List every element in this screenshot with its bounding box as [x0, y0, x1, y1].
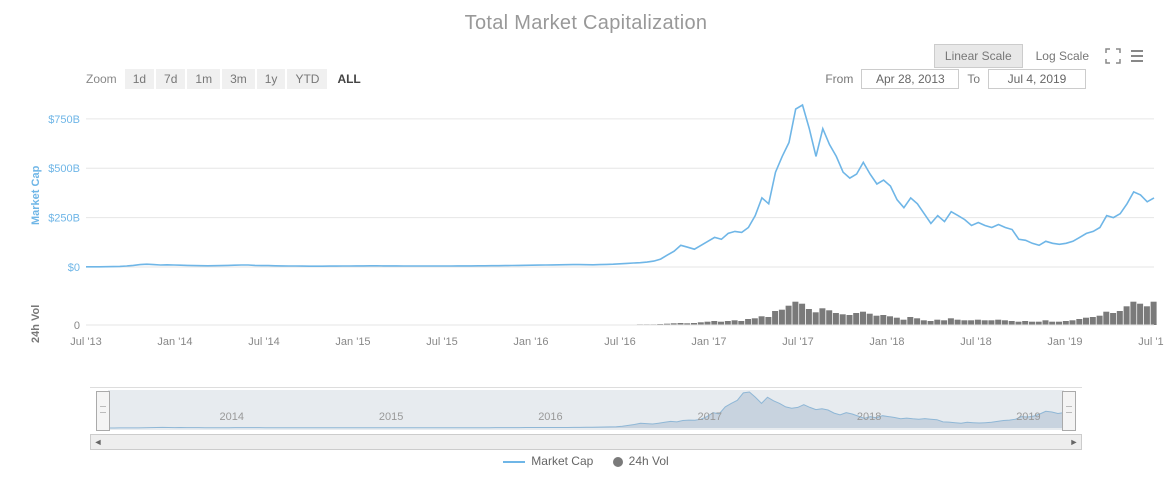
- scale-log-button[interactable]: Log Scale: [1025, 44, 1100, 68]
- y-axis-title-vol: 24h Vol: [30, 305, 42, 343]
- svg-text:Jan '19: Jan '19: [1047, 336, 1082, 348]
- svg-text:Jul '15: Jul '15: [426, 336, 457, 348]
- svg-text:Jan '17: Jan '17: [691, 336, 726, 348]
- navigator-handle-left[interactable]: [96, 391, 110, 431]
- legend: Market Cap 24h Vol: [16, 454, 1156, 468]
- svg-text:$500B: $500B: [48, 163, 80, 175]
- svg-text:Jan '16: Jan '16: [513, 336, 548, 348]
- svg-text:Jul '18: Jul '18: [960, 336, 991, 348]
- market-cap-chart[interactable]: $0 $250B $500B $750B 0 Jul '13 Jan '14 Jul '14 J…: [24, 95, 1164, 385]
- menu-icon[interactable]: [1126, 45, 1148, 67]
- legend-dot-icon: [613, 457, 623, 467]
- to-label: To: [967, 72, 980, 86]
- zoom-label: Zoom: [86, 72, 117, 86]
- svg-text:Jul '17: Jul '17: [782, 336, 813, 348]
- from-label: From: [825, 72, 853, 86]
- svg-text:2016: 2016: [538, 411, 562, 423]
- svg-text:2015: 2015: [379, 411, 403, 423]
- svg-text:Jan '14: Jan '14: [157, 336, 192, 348]
- svg-text:Jul '16: Jul '16: [604, 336, 635, 348]
- navigator-handle-right[interactable]: [1062, 391, 1076, 431]
- legend-mcap-label: Market Cap: [531, 454, 593, 468]
- scale-linear-button[interactable]: Linear Scale: [934, 44, 1023, 68]
- svg-text:Jan '18: Jan '18: [869, 336, 904, 348]
- svg-text:Jul '14: Jul '14: [248, 336, 279, 348]
- page-title: Total Market Capitalization: [16, 12, 1156, 35]
- svg-text:0: 0: [74, 320, 80, 332]
- scroll-left-icon[interactable]: ◄: [91, 436, 105, 448]
- zoom-3m[interactable]: 3m: [222, 69, 255, 89]
- svg-text:Jan '15: Jan '15: [335, 336, 370, 348]
- scroll-right-icon[interactable]: ►: [1067, 436, 1081, 448]
- svg-text:Jul '13: Jul '13: [70, 336, 101, 348]
- y-axis-title-mcap: Market Cap: [30, 166, 42, 225]
- zoom-7d[interactable]: 7d: [156, 69, 185, 89]
- fullscreen-icon[interactable]: [1102, 45, 1124, 67]
- svg-text:2018: 2018: [857, 411, 881, 423]
- zoom-1d[interactable]: 1d: [125, 69, 154, 89]
- navigator-scrollbar[interactable]: ◄ ►: [90, 434, 1082, 450]
- zoom-1y[interactable]: 1y: [257, 69, 286, 89]
- date-to-input[interactable]: Jul 4, 2019: [988, 69, 1086, 89]
- legend-line-icon: [503, 461, 525, 463]
- svg-text:$750B: $750B: [48, 114, 80, 126]
- svg-text:2017: 2017: [698, 411, 722, 423]
- svg-text:Jul '19: Jul '19: [1138, 336, 1164, 348]
- date-from-input[interactable]: Apr 28, 2013: [861, 69, 959, 89]
- svg-text:2019: 2019: [1016, 411, 1040, 423]
- zoom-1m[interactable]: 1m: [187, 69, 220, 89]
- zoom-all[interactable]: ALL: [329, 69, 368, 89]
- svg-text:2014: 2014: [220, 411, 244, 423]
- zoom-controls: Zoom 1d7d1m3m1yYTDALL: [86, 69, 369, 89]
- navigator-chart[interactable]: 2014 2015 2016 2017 2018 2019: [90, 388, 1082, 434]
- zoom-ytd[interactable]: YTD: [287, 69, 327, 89]
- legend-vol-label: 24h Vol: [629, 454, 669, 468]
- svg-text:$0: $0: [68, 262, 80, 274]
- svg-text:$250B: $250B: [48, 213, 80, 225]
